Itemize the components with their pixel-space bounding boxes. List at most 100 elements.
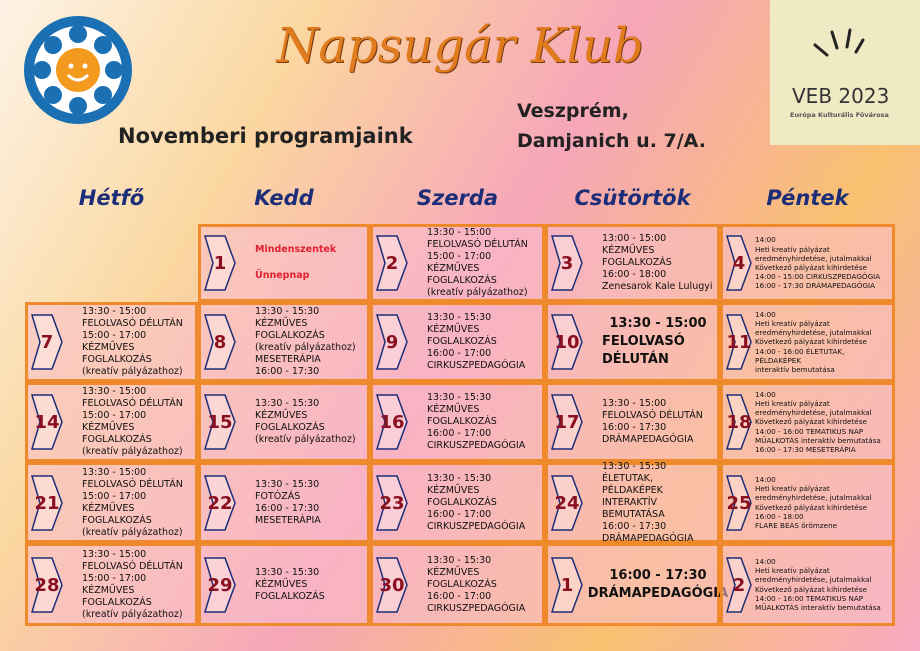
cell-lines: 14:00 Heti kreatív pályázat eredményhirdet… [755, 305, 889, 379]
chevron [30, 314, 63, 370]
line-text: KÉZMŰVES FOGLALKOZÁS [255, 318, 325, 341]
date-badge: 17 [550, 394, 583, 450]
date-badge: 23 [375, 474, 408, 531]
address: Veszprém, [517, 100, 629, 122]
date-badge: 18 [725, 394, 752, 450]
line-text: 13:30 - 15:30 [255, 478, 320, 490]
day-cell: 2 13:30 - 15:00 FELOLVASÓ DÉLUTÁN 15:00 - 1… [370, 224, 545, 302]
cell-lines: 13:30 - 15:30 ÉLETUTAK, PÉLDAKÉPEK INTERAK… [602, 461, 714, 544]
cell-lines: Mindenszentek Ünnepnap [255, 227, 364, 299]
line-text: FELOLVASÓ DÉLUTÁN [602, 334, 685, 367]
day-cell: 17 13:30 - 15:00 FELOLVASÓ DÉLUTÁN 16:00 - … [545, 382, 720, 462]
day-cell: 15 13:30 - 15:30 KÉZMŰVES FOGLALKOZÁS (kreat… [198, 382, 370, 462]
line-text: Heti kreatív pályázat [755, 244, 830, 254]
line-text: 13:00 - 15:00 [602, 233, 667, 244]
line-text: 15:00 - 17:00 [427, 251, 492, 262]
date-badge: 2 [375, 235, 408, 291]
line-text: interaktív bemutatása [755, 365, 835, 374]
date-badge: 3 [550, 235, 583, 291]
line-text: MESETERÁPIA [255, 354, 321, 365]
line-text: 13:30 - 15:30 [427, 312, 492, 323]
date-number: 14 [34, 412, 59, 433]
date-number: 2 [386, 253, 399, 274]
date-badge: 9 [375, 314, 408, 370]
line-text: 13:30 - 15:00 [82, 386, 147, 397]
line-text: 13:30 - 15:00 [427, 227, 492, 238]
cell-lines: 14:00 Heti kreatív pályázat eredményhirdet… [755, 227, 889, 299]
cell-lines: 13:30 - 15:30 KÉZMŰVES FOGLALKOZÁS 16:00 -… [427, 385, 539, 459]
line-text: INTERAKTÍV BEMUTATÁSA [602, 496, 665, 520]
veb-panel [770, 0, 920, 145]
line-text: Következő pályázat kihirdetése [755, 502, 867, 512]
day-header: Szerda [416, 186, 499, 210]
veb-rays [813, 28, 865, 57]
date-number: 2 [733, 575, 746, 596]
day-header: Péntek [766, 186, 849, 210]
date-badge: 4 [725, 235, 752, 291]
date-badge: 2 [725, 556, 752, 613]
day-cell: 23 13:30 - 15:30 KÉZMŰVES FOGLALKOZÁS 16:00… [370, 462, 545, 543]
line-text: 14:00 - 16:00 ÉLETUTAK, PÉLDAKÉPEK [755, 346, 845, 365]
chevron [725, 314, 752, 370]
line-text: Következő pályázat kihirdetése [755, 337, 867, 347]
line-text: FELOLVASÓ DÉLUTÁN [82, 318, 183, 329]
line-text: 14:00 [755, 474, 776, 484]
line-text: 16:00 - 17:30 [602, 520, 667, 532]
date-badge: 7 [30, 314, 63, 370]
veb-logo: VEB 2023 [792, 84, 890, 108]
line-text: 13:30 - 15:30 [255, 566, 320, 578]
cell-lines: 13:30 - 15:30 KÉZMŰVES FOGLALKOZÁS 16:00 -… [427, 465, 539, 540]
chevron [725, 394, 752, 450]
day-cell: 7 13:30 - 15:00 FELOLVASÓ DÉLUTÁN 15:00 - 1… [25, 302, 198, 382]
line-text: 16:00 - 17:30 MESETERÁPIA [755, 445, 856, 454]
day-cell: 3 13:00 - 15:00 KÉZMŰVES FOGLALKOZÁS 16:00 … [545, 224, 720, 302]
line-text: 13:30 - 15:00 [609, 316, 707, 331]
date-badge: 1 [550, 556, 583, 613]
line-text: 16:00 - 17:30 DRÁMAPEDAGÓGIA [755, 281, 876, 291]
cell-lines: 14:00 Heti kreatív pályázat eredményhirdet… [755, 546, 889, 623]
day-header: Kedd [254, 186, 314, 210]
line-text: (kreatív pályázathoz) [255, 434, 356, 445]
line-text: MŰALKOTÁS interaktív bemutatása [755, 435, 881, 445]
line-text: CIRKUSZPEDAGÓGIA [427, 360, 526, 371]
line-text: FELOLVASÓ DÉLUTÁN [82, 560, 183, 572]
line-text: 15:00 - 17:00 [82, 410, 147, 421]
date-badge: 28 [30, 556, 63, 613]
line-text: KÉZMŰVES FOGLALKOZÁS [427, 404, 497, 427]
line-text: 14:00 - 16:00 TEMATIKUS NAP [755, 593, 864, 603]
line-text: (kreatív pályázathoz) [82, 446, 183, 457]
address: Damjanich u. 7/A. [517, 130, 706, 152]
date-badge: 22 [203, 474, 236, 531]
date-number: 7 [41, 332, 54, 353]
line-text: 16:00 - 17:30 [255, 502, 320, 514]
day-header: Csütörtök [574, 186, 691, 210]
line-text: (kreatív pályázathoz) [255, 342, 356, 353]
line-text: eredményhirdetése, jutalmakkal [755, 493, 872, 503]
line-text: eredményhirdetése, jutalmakkal [755, 575, 872, 585]
cell-lines: 16:00 - 17:30 DRÁMAPEDAGÓGIA [588, 546, 728, 623]
cell-lines: 13:30 - 15:00 FELOLVASÓ DÉLUTÁN 15:00 - 17… [82, 305, 192, 379]
cell-lines: 13:30 - 15:00 FELOLVASÓ DÉLUTÁN 15:00 - 17… [82, 385, 192, 459]
date-badge: 24 [550, 474, 583, 531]
title: Napsugár Klub [276, 18, 644, 74]
cell-lines: 14:00 Heti kreatív pályázat eredményhirdet… [755, 465, 889, 540]
date-number: 24 [554, 493, 579, 514]
line-text: KÉZMŰVES FOGLALKOZÁS [602, 245, 672, 268]
line-text: 14:00 [755, 235, 776, 245]
line-text: Ünnepnap [255, 270, 310, 281]
line-text: 13:30 - 15:30 [427, 472, 492, 484]
line-text: MESETERÁPIA [255, 514, 321, 526]
line-text: 16:00 - 18:00 [602, 269, 667, 280]
date-number: 25 [726, 493, 751, 514]
line-text: KÉZMŰVES FOGLALKOZÁS [82, 502, 152, 526]
date-badge: 16 [375, 394, 408, 450]
date-number: 22 [207, 493, 232, 514]
date-number: 16 [379, 412, 404, 433]
line-text: FELOLVASÓ DÉLUTÁN [427, 239, 528, 250]
line-text: Heti kreatív pályázat [755, 484, 830, 494]
line-text: CIRKUSZPEDAGÓGIA [427, 440, 526, 451]
cell-lines: 13:30 - 15:30 KÉZMŰVES FOGLALKOZÁS 16:00 -… [427, 546, 539, 623]
line-text: DRÁMAPEDAGÓGIA [602, 532, 694, 544]
day-cell: 30 13:30 - 15:30 KÉZMŰVES FOGLALKOZÁS 16:00… [370, 543, 545, 626]
